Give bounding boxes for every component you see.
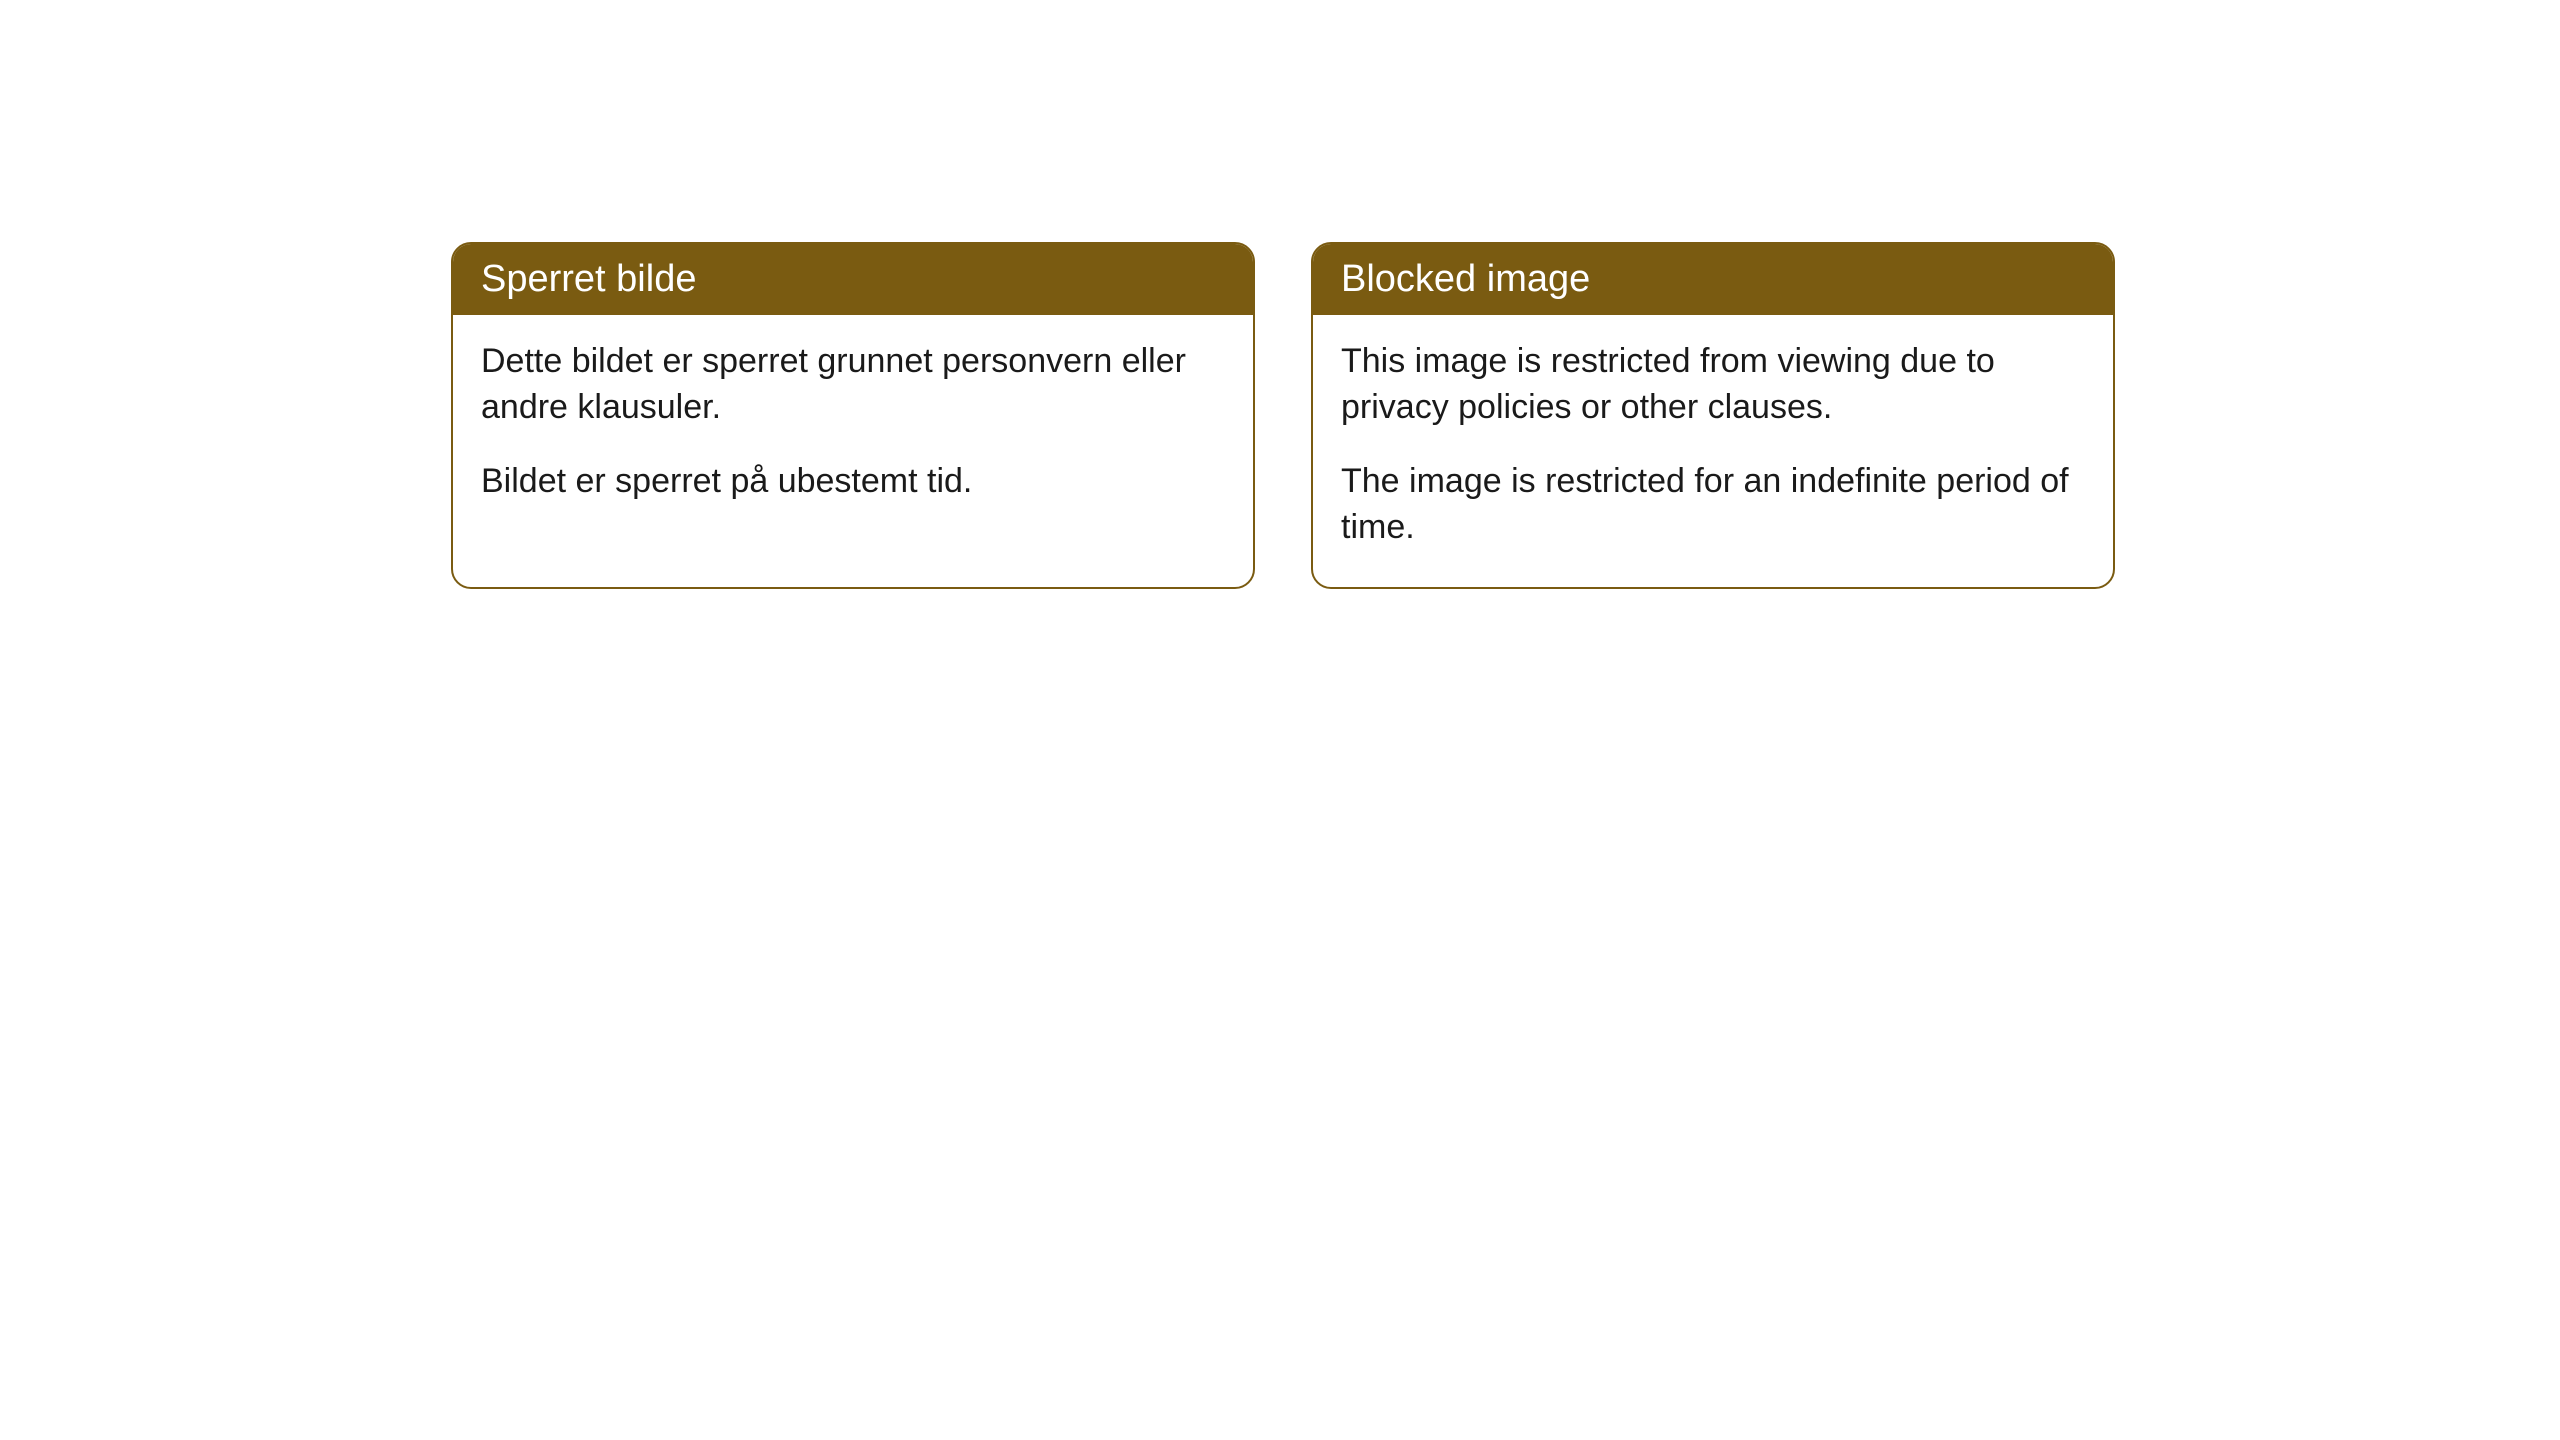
card-paragraph: This image is restricted from viewing du… [1341, 339, 2085, 431]
notice-card-english: Blocked image This image is restricted f… [1311, 242, 2115, 589]
card-header: Blocked image [1313, 244, 2113, 315]
card-title: Blocked image [1341, 258, 1590, 300]
card-header: Sperret bilde [453, 244, 1253, 315]
card-title: Sperret bilde [481, 258, 696, 300]
card-paragraph: Bildet er sperret på ubestemt tid. [481, 459, 1225, 505]
card-body: This image is restricted from viewing du… [1313, 315, 2113, 587]
card-paragraph: Dette bildet er sperret grunnet personve… [481, 339, 1225, 431]
notice-cards-container: Sperret bilde Dette bildet er sperret gr… [451, 242, 2560, 589]
card-paragraph: The image is restricted for an indefinit… [1341, 459, 2085, 551]
card-body: Dette bildet er sperret grunnet personve… [453, 315, 1253, 541]
notice-card-norwegian: Sperret bilde Dette bildet er sperret gr… [451, 242, 1255, 589]
